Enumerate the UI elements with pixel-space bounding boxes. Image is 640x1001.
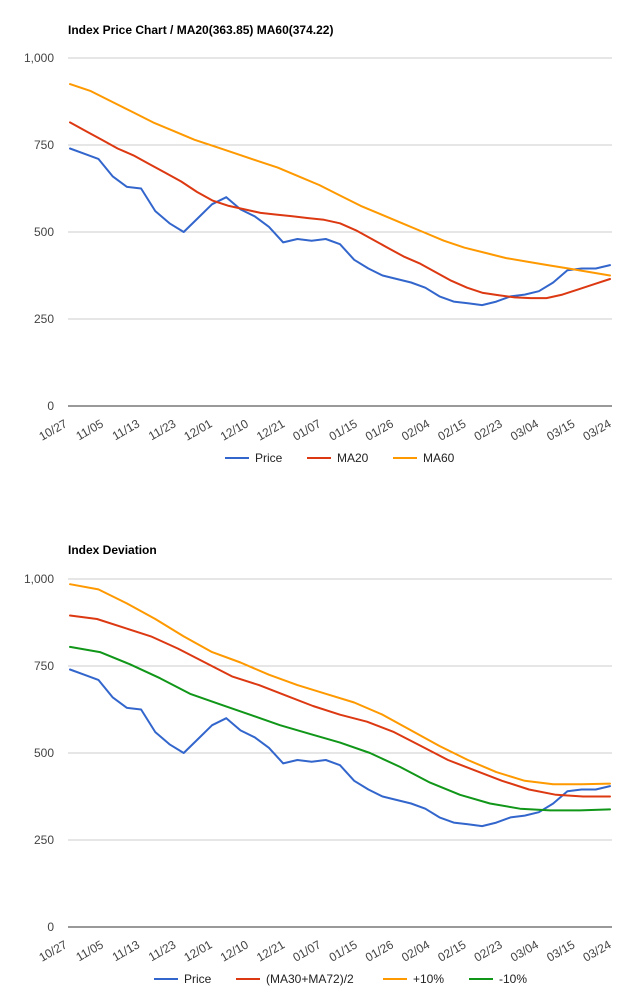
chart-title: Index Deviation	[68, 543, 157, 557]
legend-label: (MA30+MA72)/2	[266, 972, 354, 986]
legend-label: +10%	[413, 972, 444, 986]
legend-label: MA20	[337, 451, 369, 465]
legend-label: -10%	[499, 972, 527, 986]
y-tick-label: 1,000	[24, 51, 54, 65]
series-line-price	[69, 668, 611, 828]
y-tick-label: 250	[34, 833, 54, 847]
y-tick-label: 0	[47, 920, 54, 934]
legend-label: MA60	[423, 451, 455, 465]
y-tick-label: 0	[47, 399, 54, 413]
series-line-10	[69, 645, 611, 812]
legend-label: Price	[255, 451, 283, 465]
series-line-ma60	[69, 83, 611, 277]
series-line-ma30-ma72-2	[69, 614, 611, 798]
series-line-price	[69, 147, 611, 307]
y-tick-label: 750	[34, 659, 54, 673]
y-tick-label: 500	[34, 746, 54, 760]
legend-label: Price	[184, 972, 212, 986]
series-line-ma20	[69, 121, 611, 300]
y-tick-label: 1,000	[24, 572, 54, 586]
y-tick-label: 500	[34, 225, 54, 239]
y-tick-label: 250	[34, 312, 54, 326]
y-tick-label: 750	[34, 138, 54, 152]
chart-title: Index Price Chart / MA20(363.85) MA60(37…	[68, 23, 333, 37]
series-line-10	[69, 583, 611, 786]
